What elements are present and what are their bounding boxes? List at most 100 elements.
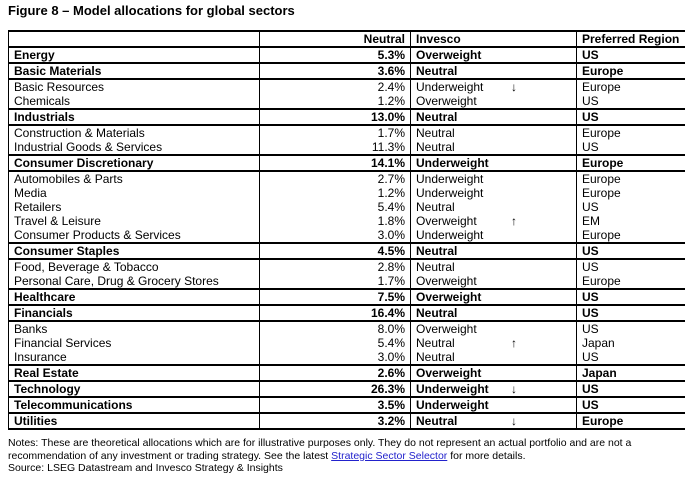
table-row: Financials 16.4% Neutral US <box>8 304 685 321</box>
sector-name-cell: Basic Resources <box>8 78 260 94</box>
stance-label: Underweight <box>416 80 484 94</box>
sector-name-cell: Consumer Discretionary <box>8 154 260 171</box>
table-row: Consumer Staples 4.5% Neutral US <box>8 242 685 259</box>
sector-name-cell: Financial Services <box>14 336 112 350</box>
table-header-row: Neutral Invesco Preferred Region <box>9 31 685 47</box>
neutral-weight-cell: 1.7% <box>259 274 411 289</box>
sector-name-cell: Technology <box>8 380 260 397</box>
invesco-stance-cell: Underweight <box>410 154 577 171</box>
stance-label: Neutral <box>416 336 455 350</box>
neutral-weight-cell: 7.5% <box>259 288 411 305</box>
invesco-stance-cell: Neutral <box>410 258 577 274</box>
preferred-region-cell: US <box>576 380 685 397</box>
table-row: Chemicals 1.2% Overweight US <box>9 94 685 109</box>
sector-name-cell: Banks <box>8 320 260 336</box>
preferred-region-cell: Europe <box>576 154 685 171</box>
table-row: Basic Materials 3.6% Neutral Europe <box>8 62 685 79</box>
header-invesco: Invesco <box>410 31 577 47</box>
preferred-region-cell: Europe <box>576 62 685 79</box>
stance-label: Underweight <box>416 172 484 186</box>
invesco-stance-cell: Neutral <box>410 242 577 259</box>
sector-name-cell: Construction & Materials <box>8 124 260 140</box>
stance-label: Neutral <box>416 126 455 140</box>
neutral-weight-cell: 1.2% <box>259 186 411 200</box>
sector-name-cell: Basic Materials <box>8 62 260 79</box>
neutral-weight-cell: 13.0% <box>259 108 411 125</box>
stance-label: Underweight <box>416 228 484 242</box>
figure-title: Figure 8 – Model allocations for global … <box>8 3 295 18</box>
invesco-stance-cell: Neutral <box>410 304 577 321</box>
invesco-stance-cell: Underweight <box>410 170 577 186</box>
preferred-region-cell: Japan <box>576 336 685 350</box>
stance-label: Overweight <box>416 94 477 108</box>
table-row: Retailers 5.4% Neutral US <box>9 200 685 214</box>
neutral-weight-cell: 14.1% <box>259 154 411 171</box>
stance-label: Overweight <box>416 322 477 336</box>
preferred-region-cell: US <box>576 242 685 259</box>
neutral-weight-cell: 3.5% <box>259 396 411 413</box>
table-row: Consumer Products & Services 3.0% Underwei… <box>9 228 685 243</box>
stance-label: Overweight <box>416 366 482 380</box>
neutral-weight-cell: 5.4% <box>259 336 411 350</box>
down-arrow-icon: ↓ <box>511 382 517 396</box>
invesco-stance-cell: Overweight <box>410 320 577 336</box>
neutral-weight-cell: 1.2% <box>259 94 411 109</box>
invesco-stance-cell: Overweight <box>410 94 577 109</box>
down-arrow-icon: ↓ <box>511 414 517 428</box>
sector-name-cell: Travel & Leisure <box>14 214 101 228</box>
stance-label: Neutral <box>416 244 458 258</box>
source-text: Source: LSEG Datastream and Invesco Stra… <box>8 462 283 474</box>
sector-name-cell: Food, Beverage & Tobacco <box>8 258 260 274</box>
neutral-weight-cell: 1.8% <box>259 214 411 228</box>
table-row: Automobiles & Parts 2.7% Underweight Europe <box>8 170 685 186</box>
table-row: Insurance 3.0% Neutral US <box>9 350 685 365</box>
preferred-region-cell: Europe <box>576 170 685 186</box>
strategic-sector-selector-link[interactable]: Strategic Sector Selector <box>331 449 448 462</box>
table-row: Basic Resources 2.4% Underweight ↓ Europe <box>8 78 685 94</box>
invesco-stance-cell: Neutral <box>410 124 577 140</box>
stance-label: Underweight <box>416 398 489 412</box>
stance-label: Neutral <box>416 350 455 364</box>
invesco-stance-cell: Neutral ↓ <box>410 412 577 429</box>
sector-name-cell: Consumer Staples <box>8 242 260 259</box>
sector-name-cell: Chemicals <box>14 94 71 108</box>
sector-name-cell: Healthcare <box>8 288 260 305</box>
sector-name-cell: Retailers <box>14 200 62 214</box>
preferred-region-cell: US <box>576 304 685 321</box>
neutral-weight-cell: 26.3% <box>259 380 411 397</box>
invesco-stance-cell: Overweight <box>410 364 577 381</box>
table-row: Technology 26.3% Underweight ↓ US <box>8 380 685 397</box>
stance-label: Neutral <box>416 414 458 428</box>
sector-name-cell: Automobiles & Parts <box>8 170 260 186</box>
preferred-region-cell: US <box>576 396 685 413</box>
sector-name-cell: Industrial Goods & Services <box>14 140 163 154</box>
invesco-stance-cell: Underweight <box>410 186 577 200</box>
preferred-region-cell: US <box>576 320 685 336</box>
down-arrow-icon: ↓ <box>511 80 517 94</box>
header-sector <box>9 31 260 47</box>
preferred-region-cell: US <box>576 258 685 274</box>
header-preferred-region: Preferred Region <box>576 31 685 47</box>
invesco-stance-cell: Overweight <box>410 288 577 305</box>
preferred-region-cell: US <box>576 288 685 305</box>
neutral-weight-cell: 3.0% <box>259 228 411 243</box>
table-row: Telecommunications 3.5% Underweight US <box>8 396 685 413</box>
stance-label: Neutral <box>416 200 455 214</box>
notes-text-suffix: for more details. <box>447 449 526 462</box>
stance-label: Overweight <box>416 274 477 288</box>
table-row: Utilities 3.2% Neutral ↓ Europe <box>8 412 685 429</box>
stance-label: Overweight <box>416 290 482 304</box>
sector-name-cell: Utilities <box>8 412 260 429</box>
preferred-region-cell: EM <box>576 214 685 228</box>
preferred-region-cell: US <box>576 108 685 125</box>
neutral-weight-cell: 3.0% <box>259 350 411 365</box>
neutral-weight-cell: 4.5% <box>259 242 411 259</box>
invesco-stance-cell: Underweight <box>410 396 577 413</box>
table-row: Financial Services 5.4% Neutral ↑ Japan <box>9 336 685 350</box>
table-row: Travel & Leisure 1.8% Overweight ↑ EM <box>9 214 685 228</box>
neutral-weight-cell: 2.4% <box>259 78 411 94</box>
invesco-stance-cell: Neutral <box>410 200 577 214</box>
preferred-region-cell: Europe <box>576 412 685 429</box>
neutral-weight-cell: 2.8% <box>259 258 411 274</box>
stance-label: Underweight <box>416 382 489 396</box>
